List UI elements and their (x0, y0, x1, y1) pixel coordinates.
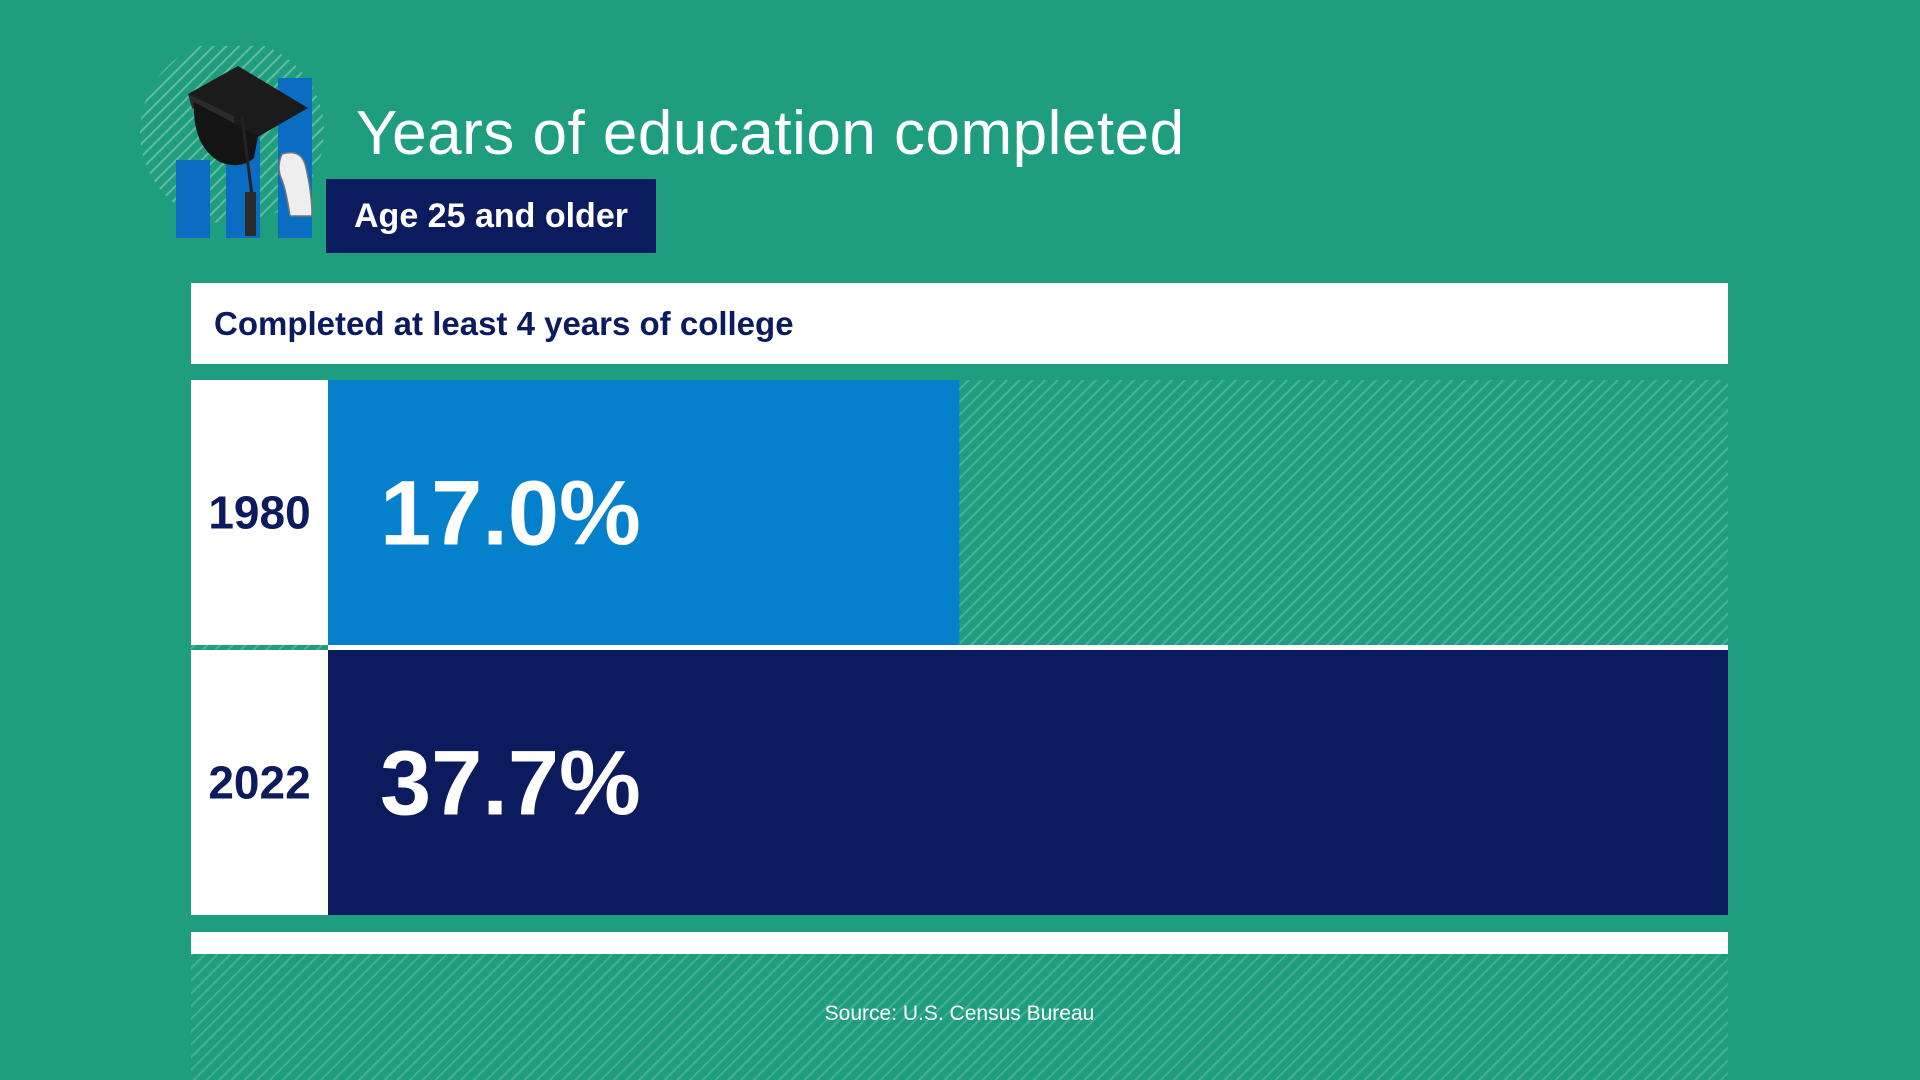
category-label-box (191, 650, 328, 915)
chart-title: Years of education completed (356, 99, 1185, 168)
category-label-box (191, 380, 328, 645)
graduation-cap-logo (136, 40, 336, 256)
source-note: Source: U.S. Census Bureau (824, 1002, 1095, 1025)
bar-chart-svg: 1980 17.0% 2022 37.7% (191, 380, 1728, 915)
chart-subtitle-badge: Age 25 and older (326, 179, 656, 253)
data-label: 37.7% (380, 733, 641, 835)
metric-label: Completed at least 4 years of college (191, 283, 1728, 364)
category-label: 1980 (208, 487, 310, 539)
graduation-cap-icon (140, 40, 324, 238)
footer-area: Source: U.S. Census Bureau (191, 954, 1728, 1080)
row-divider (328, 645, 1728, 650)
divider-bar (191, 932, 1728, 954)
category-label: 2022 (208, 757, 310, 809)
bar-chart: 1980 17.0% 2022 37.7% (191, 380, 1728, 915)
bar (328, 380, 960, 645)
bar (328, 650, 1728, 915)
data-label: 17.0% (380, 463, 641, 565)
